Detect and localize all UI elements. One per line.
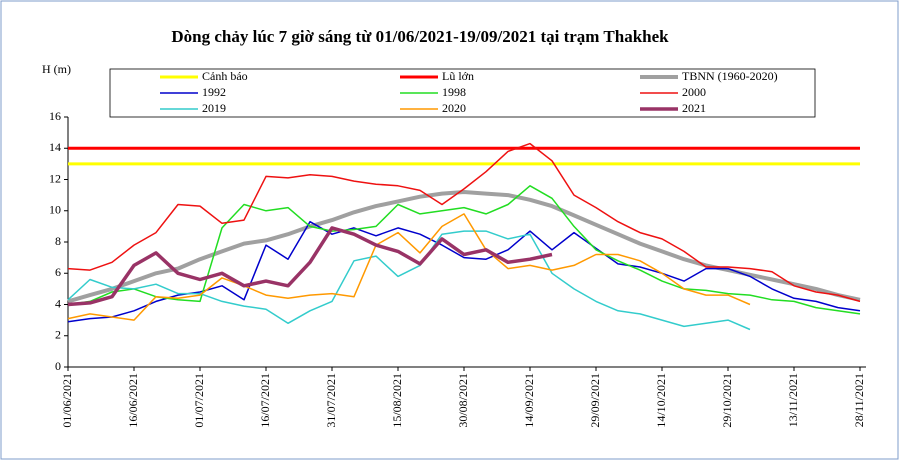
legend-label: Lũ lớn bbox=[442, 69, 474, 83]
legend-label: 2021 bbox=[682, 101, 706, 115]
legend-label: TBNN (1960-2020) bbox=[682, 69, 778, 83]
y-tick-label: 6 bbox=[55, 265, 61, 279]
y-tick-label: 16 bbox=[49, 109, 61, 123]
x-tick-label: 29/09/2021 bbox=[588, 373, 602, 428]
y-tick-label: 8 bbox=[55, 234, 61, 248]
x-tick-label: 16/06/2021 bbox=[126, 373, 140, 428]
y-tick-label: 10 bbox=[49, 203, 61, 217]
legend-label: 2019 bbox=[202, 101, 226, 115]
x-tick-label: 31/07/2021 bbox=[324, 373, 338, 428]
legend-label: 1998 bbox=[442, 85, 466, 99]
y-tick-label: 12 bbox=[49, 171, 61, 185]
x-tick-label: 14/10/2021 bbox=[654, 373, 668, 428]
series-line bbox=[67, 226, 553, 307]
x-tick-label: 29/10/2021 bbox=[720, 373, 734, 428]
y-axis-label: H (m) bbox=[42, 62, 71, 76]
legend-label: 1992 bbox=[202, 85, 226, 99]
x-tick-label: 01/07/2021 bbox=[192, 373, 206, 428]
y-tick-label: 0 bbox=[55, 359, 61, 373]
series-line bbox=[67, 142, 861, 303]
legend-label: 2000 bbox=[682, 85, 706, 99]
legend bbox=[109, 68, 816, 118]
legend-label: Cảnh báo bbox=[202, 69, 248, 83]
x-tick-label: 14/09/2021 bbox=[522, 373, 536, 428]
x-tick-label: 13/11/2021 bbox=[786, 373, 800, 427]
series-line bbox=[67, 220, 861, 323]
chart-title: Dòng chảy lúc 7 giờ sáng từ 01/06/2021-1… bbox=[171, 27, 669, 46]
x-tick-label: 30/08/2021 bbox=[456, 373, 470, 428]
y-tick-label: 2 bbox=[55, 328, 61, 342]
x-tick-label: 28/11/2021 bbox=[852, 373, 866, 427]
series-line bbox=[67, 185, 861, 315]
y-tick-label: 14 bbox=[49, 140, 61, 154]
y-tick-label: 4 bbox=[55, 296, 61, 310]
series-line bbox=[67, 190, 861, 304]
x-tick-label: 01/06/2021 bbox=[60, 373, 74, 428]
series-line bbox=[67, 213, 751, 321]
x-tick-label: 16/07/2021 bbox=[258, 373, 272, 428]
legend-label: 2020 bbox=[442, 101, 466, 115]
x-tick-label: 15/08/2021 bbox=[390, 373, 404, 428]
series-line bbox=[67, 230, 751, 331]
